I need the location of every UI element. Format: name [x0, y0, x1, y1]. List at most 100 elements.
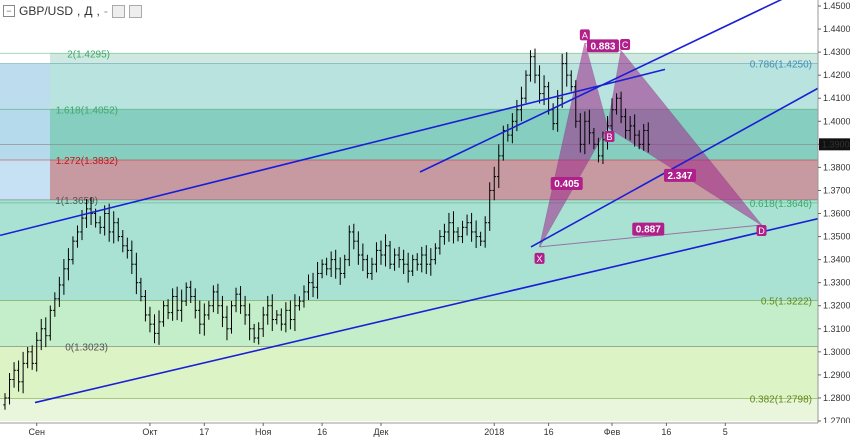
y-tick-label-18: 1.2700 — [823, 416, 850, 426]
candle-142 — [646, 122, 651, 153]
harmonic-point-C: C — [622, 40, 629, 50]
x-tick-label-7: 16 — [544, 427, 554, 437]
candle-29 — [134, 252, 139, 295]
candle-96 — [438, 230, 442, 255]
harmonic-ratio-3: 0.887 — [636, 225, 661, 236]
candle-6 — [30, 345, 34, 370]
candle-123 — [560, 53, 564, 109]
candle-10 — [48, 305, 53, 341]
candle-131 — [596, 137, 601, 163]
candle-77 — [352, 223, 356, 250]
y-tick-label-10: 1.3500 — [823, 232, 850, 242]
timeframe-label[interactable]: Д — [84, 4, 93, 18]
collapse-icon[interactable]: − — [3, 5, 15, 17]
fib-label-1: 0.786(1.4250) — [750, 60, 812, 71]
y-tick-label-12: 1.3300 — [823, 278, 850, 288]
candle-94 — [429, 248, 433, 276]
fib-band-5 — [0, 300, 818, 347]
candle-45 — [207, 300, 211, 320]
fib-label-5: 0.618(1.3646) — [750, 199, 812, 210]
harmonic-ratio-box-2 — [663, 168, 696, 182]
candle-54 — [247, 303, 252, 341]
harmonic-ratio-box-1 — [550, 176, 583, 190]
candle-95 — [433, 243, 438, 265]
candle-126 — [573, 80, 578, 128]
candle-84 — [383, 234, 388, 267]
candle-97 — [442, 223, 447, 245]
fib-label-7: 0(1.3023) — [65, 343, 108, 354]
candle-136 — [619, 91, 623, 124]
extra-label: - — [103, 4, 108, 18]
candle-93 — [424, 245, 429, 275]
harmonic-point-box-B — [604, 131, 615, 143]
close-icon[interactable] — [128, 4, 142, 18]
candle-43 — [197, 300, 202, 334]
y-tick-label-16: 1.2900 — [823, 370, 850, 380]
candle-4 — [21, 351, 25, 394]
candle-74 — [338, 257, 343, 285]
y-tick-label-3: 1.4200 — [823, 70, 850, 80]
candle-115 — [524, 70, 528, 104]
candle-108 — [492, 166, 497, 201]
fib-label-2: 1.618(1.4052) — [56, 105, 118, 116]
candle-7 — [34, 332, 39, 372]
settings-icon[interactable] — [111, 4, 125, 18]
fib-band-6 — [0, 346, 818, 399]
harmonic-point-box-A — [579, 29, 590, 41]
symbol-label[interactable]: GBP/USD — [19, 4, 74, 18]
candle-27 — [125, 237, 130, 259]
candle-117 — [533, 48, 537, 84]
price-tag: 1.3900 — [822, 139, 850, 149]
harmonic-point-box-D — [756, 225, 767, 237]
candle-5 — [25, 346, 30, 369]
candle-2 — [12, 362, 16, 388]
candle-11 — [53, 292, 57, 317]
candle-81 — [370, 257, 374, 280]
candle-16 — [75, 225, 80, 248]
harmonic-point-B: B — [606, 132, 612, 142]
candle-70 — [320, 259, 324, 279]
candle-67 — [306, 274, 311, 301]
candle-15 — [71, 236, 75, 265]
candle-9 — [43, 317, 48, 348]
x-tick-label-6: 2018 — [484, 427, 504, 437]
y-tick-label-15: 1.3000 — [823, 347, 850, 357]
y-tick-label-11: 1.3400 — [823, 255, 850, 265]
y-tick-label-17: 1.2800 — [823, 393, 850, 403]
x-tick-label-0: Сен — [28, 427, 45, 437]
candle-114 — [519, 86, 524, 122]
candle-61 — [279, 308, 284, 331]
candle-62 — [284, 302, 288, 333]
candle-32 — [148, 306, 152, 333]
candle-127 — [578, 113, 583, 153]
candle-0 — [3, 393, 7, 410]
candle-75 — [342, 254, 347, 279]
y-tick-label-0: 1.4500 — [823, 1, 850, 11]
harmonic-ratio-2: 2.347 — [667, 171, 692, 182]
candle-26 — [120, 230, 125, 253]
fib-label-0: 2(1.4295) — [67, 49, 110, 60]
harmonic-point-box-X — [534, 252, 545, 264]
y-tick-label-7: 1.3800 — [823, 162, 850, 172]
candle-59 — [270, 294, 275, 332]
candle-50 — [229, 300, 234, 334]
harmonic-ratio-0: 0.883 — [590, 41, 615, 52]
candle-103 — [469, 212, 474, 242]
candle-135 — [614, 93, 619, 115]
fib-label-4: 1(1.3659) — [55, 196, 98, 207]
harmonic-ratio-box-3 — [632, 222, 665, 236]
candle-87 — [397, 246, 401, 268]
y-tick-label-1: 1.4400 — [823, 24, 850, 34]
candle-25 — [116, 217, 121, 242]
y-tick-label-8: 1.3700 — [823, 185, 850, 195]
x-tick-label-4: 16 — [317, 427, 327, 437]
y-tick-label-5: 1.4000 — [823, 116, 850, 126]
candle-8 — [39, 318, 44, 351]
candle-66 — [302, 285, 306, 308]
fib-label-3: 1.272(1.3832) — [56, 156, 118, 167]
x-tick-label-5: Дек — [373, 427, 388, 437]
candle-125 — [569, 70, 574, 92]
candle-64 — [293, 294, 297, 332]
